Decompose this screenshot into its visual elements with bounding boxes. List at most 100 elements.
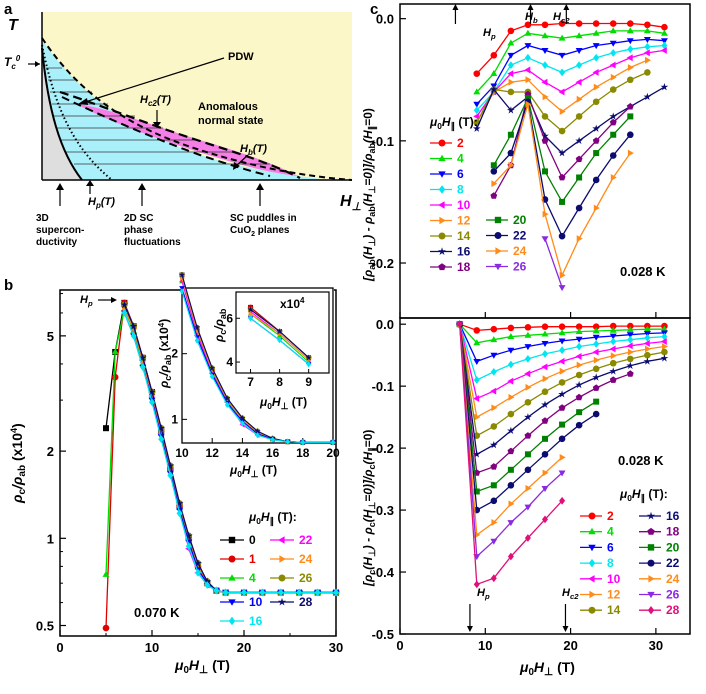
series-18-8 [490, 90, 634, 199]
data-point-28 [254, 427, 261, 434]
legend-label-1: 1 [249, 552, 256, 566]
data-point-26 [541, 486, 549, 492]
data-point-12 [576, 95, 583, 103]
series-16-7 [455, 320, 669, 458]
legend-label-22: 22 [299, 533, 313, 547]
legend-marker-12 [589, 590, 596, 599]
data-point-22 [592, 410, 600, 418]
data-point-6 [626, 332, 634, 339]
legend-label-12: 12 [607, 588, 621, 602]
data-point-4 [592, 29, 600, 36]
inset-x-tick-label: 10 [175, 446, 189, 460]
data-point-16 [643, 357, 652, 365]
data-point-12 [542, 93, 549, 101]
inset-x-tick-label: 12 [206, 446, 220, 460]
data-point-14 [558, 379, 566, 386]
region3-line1: SC puddles in [230, 213, 297, 224]
y-tick-label: -0.3 [372, 503, 394, 518]
legend-label-10: 10 [457, 198, 471, 212]
anomalous-label-1: Anomalous [198, 101, 258, 113]
data-point-16 [660, 354, 669, 362]
data-point-12 [542, 375, 549, 383]
data-point-1 [111, 373, 119, 381]
legend-label-16: 16 [666, 509, 680, 523]
data-point-14 [558, 127, 566, 135]
data-point-2 [524, 21, 532, 29]
data-point-14 [490, 423, 498, 430]
data-point-24 [491, 180, 498, 188]
temperature-label: 0.028 K [620, 264, 666, 279]
pdw-label: PDW [228, 51, 254, 63]
data-point-2 [473, 70, 481, 77]
series-line-16 [181, 291, 333, 443]
data-point-20 [473, 488, 480, 495]
data-point-22 [609, 152, 617, 159]
x-tick-label: 30 [649, 638, 663, 653]
inset-y-tick-label: 1 [171, 412, 178, 426]
data-point-12 [645, 56, 651, 64]
hp-arrowhead [111, 297, 117, 303]
data-point-16 [277, 337, 282, 344]
data-point-8 [490, 368, 497, 376]
data-point-10 [524, 370, 531, 378]
data-point-4 [507, 39, 515, 46]
data-point-18 [490, 192, 498, 199]
data-point-12 [576, 361, 583, 369]
region2-arrowhead [138, 183, 146, 190]
legend-label-22: 22 [666, 556, 680, 570]
region1-arrowhead [56, 183, 64, 190]
data-point-28 [178, 271, 186, 278]
data-point-16 [194, 337, 200, 344]
data-point-20 [490, 482, 497, 489]
data-point-18 [626, 103, 634, 110]
data-point-14 [626, 76, 634, 84]
data-point-28 [194, 559, 202, 567]
legend-label-22: 22 [513, 229, 527, 243]
data-point-20 [593, 398, 600, 405]
legend-label-8: 8 [607, 556, 614, 570]
legend-marker-18 [438, 263, 446, 271]
data-point-28 [224, 395, 231, 401]
data-point-24 [559, 271, 566, 279]
data-point-18 [575, 393, 583, 401]
data-point-2 [644, 21, 651, 29]
3d-sc-boundary [41, 47, 83, 181]
y-axis-label: [ρc(H⊥) - ρc(H⊥=0)]/ρc(H∥=0) [361, 430, 378, 587]
hb-label: Hb(T) [240, 143, 267, 157]
data-point-16 [490, 441, 498, 449]
data-point-4 [609, 326, 617, 333]
series-10-4 [473, 47, 667, 120]
legend-marker-16 [437, 247, 447, 255]
inset-x-tick-label: 18 [296, 446, 310, 460]
data-point-20 [490, 162, 497, 169]
data-point-20 [524, 451, 531, 458]
data-point-4 [524, 29, 532, 36]
data-point-16 [255, 432, 260, 439]
legend-label-18: 18 [666, 525, 680, 539]
series-16-7 [472, 83, 669, 157]
anomalous-label-2: normal state [198, 115, 263, 127]
data-point-4 [276, 332, 283, 338]
inset2-multiplier: x104 [280, 296, 305, 311]
data-point-12 [610, 73, 617, 81]
x-tick-label: 10 [145, 640, 159, 655]
data-point-16 [185, 542, 192, 550]
data-point-4 [661, 29, 668, 36]
data-point-10 [609, 345, 616, 353]
data-point-6 [490, 352, 498, 359]
data-point-18 [558, 404, 566, 411]
y-tick-label: -0.5 [372, 627, 394, 642]
data-point-12 [662, 343, 668, 350]
legend-label-10: 10 [249, 595, 263, 609]
x-axis-label: μ0H⊥ (T) [519, 659, 575, 678]
data-point-14 [644, 69, 651, 76]
series-24-11 [491, 100, 634, 279]
data-point-2 [609, 20, 617, 27]
legend-marker-16 [646, 511, 656, 520]
inset2-x-tick-label: 9 [305, 375, 312, 389]
data-point-4 [661, 325, 668, 332]
panel-a-label: a [4, 1, 13, 18]
inset-x-tick-label: 16 [266, 446, 280, 460]
y-tick-label: 0.5 [36, 619, 54, 634]
inset2-x-tick-label: 8 [276, 375, 283, 389]
